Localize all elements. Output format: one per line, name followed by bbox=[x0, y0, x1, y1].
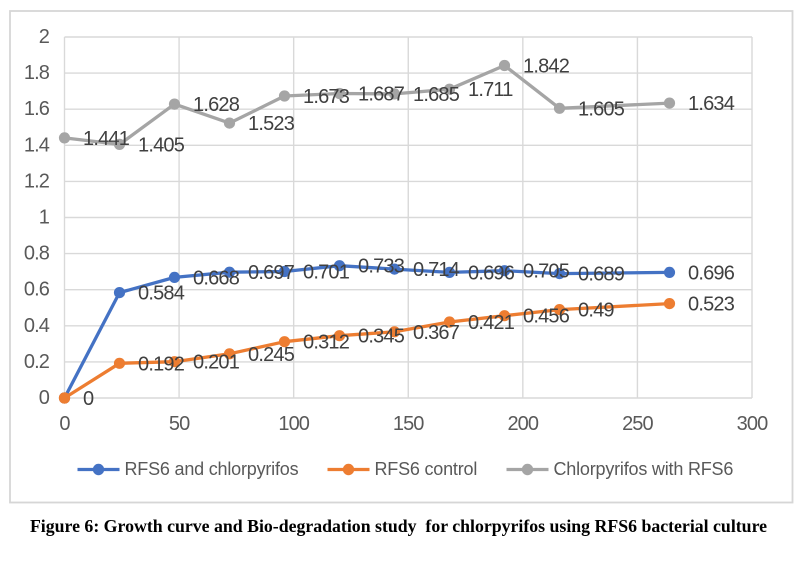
svg-text:1.405: 1.405 bbox=[138, 134, 185, 156]
svg-text:0.8: 0.8 bbox=[24, 243, 50, 265]
svg-text:0.714: 0.714 bbox=[413, 259, 460, 281]
svg-text:0.697: 0.697 bbox=[248, 262, 295, 284]
svg-text:1.673: 1.673 bbox=[303, 86, 350, 108]
svg-text:200: 200 bbox=[507, 413, 538, 435]
svg-text:1.842: 1.842 bbox=[523, 56, 570, 78]
svg-text:0.705: 0.705 bbox=[523, 261, 570, 283]
svg-text:0.201: 0.201 bbox=[193, 352, 240, 374]
svg-text:1.634: 1.634 bbox=[688, 93, 735, 115]
svg-text:0: 0 bbox=[39, 387, 50, 409]
svg-text:0.584: 0.584 bbox=[138, 283, 185, 305]
svg-text:1: 1 bbox=[39, 207, 50, 229]
svg-text:0.689: 0.689 bbox=[578, 264, 625, 286]
svg-text:0.523: 0.523 bbox=[688, 294, 735, 316]
svg-text:0.245: 0.245 bbox=[248, 344, 295, 366]
svg-text:0.696: 0.696 bbox=[688, 262, 735, 284]
svg-text:2: 2 bbox=[39, 26, 50, 48]
svg-text:0: 0 bbox=[59, 413, 70, 435]
svg-text:1.685: 1.685 bbox=[413, 84, 460, 106]
svg-text:1.4: 1.4 bbox=[24, 134, 50, 156]
svg-text:1.2: 1.2 bbox=[24, 170, 50, 192]
svg-text:0.312: 0.312 bbox=[303, 332, 350, 354]
svg-text:0: 0 bbox=[83, 388, 94, 410]
svg-text:RFS6 control: RFS6 control bbox=[375, 459, 478, 479]
svg-text:50: 50 bbox=[169, 413, 190, 435]
svg-text:1.605: 1.605 bbox=[578, 98, 625, 120]
svg-text:1.441: 1.441 bbox=[83, 128, 130, 150]
svg-text:Chlorpyrifos with RFS6: Chlorpyrifos with RFS6 bbox=[554, 459, 734, 479]
svg-text:0.367: 0.367 bbox=[413, 322, 460, 344]
svg-text:0.6: 0.6 bbox=[24, 279, 50, 301]
svg-text:100: 100 bbox=[278, 413, 309, 435]
svg-text:0.696: 0.696 bbox=[468, 262, 515, 284]
svg-text:0.701: 0.701 bbox=[303, 262, 350, 284]
svg-text:150: 150 bbox=[393, 413, 424, 435]
svg-text:1.687: 1.687 bbox=[358, 84, 405, 106]
svg-text:1.8: 1.8 bbox=[24, 62, 50, 84]
svg-text:0.2: 0.2 bbox=[24, 351, 50, 373]
svg-text:1.711: 1.711 bbox=[468, 79, 513, 101]
svg-text:RFS6 and chlorpyrifos: RFS6 and chlorpyrifos bbox=[125, 459, 299, 479]
svg-text:1.628: 1.628 bbox=[193, 94, 240, 116]
svg-text:0.733: 0.733 bbox=[358, 256, 405, 278]
svg-text:1.523: 1.523 bbox=[248, 113, 295, 135]
svg-text:250: 250 bbox=[622, 413, 653, 435]
svg-text:0.4: 0.4 bbox=[24, 315, 50, 337]
svg-text:300: 300 bbox=[737, 413, 768, 435]
svg-text:0.192: 0.192 bbox=[138, 353, 185, 375]
svg-text:0.421: 0.421 bbox=[468, 312, 515, 334]
svg-text:0.345: 0.345 bbox=[358, 326, 405, 348]
svg-text:0.49: 0.49 bbox=[578, 300, 614, 322]
svg-text:0.668: 0.668 bbox=[193, 267, 240, 289]
svg-text:1.6: 1.6 bbox=[24, 98, 50, 120]
svg-text:0.456: 0.456 bbox=[523, 306, 570, 328]
